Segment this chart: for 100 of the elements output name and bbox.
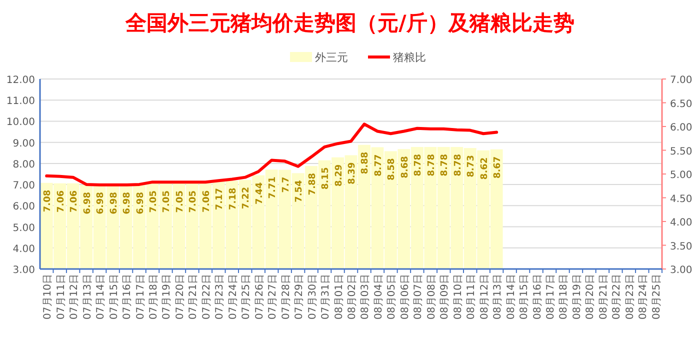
x-tick-label: 07月26日 (254, 274, 266, 320)
y-tick-label: 9.00 (12, 138, 35, 150)
x-tick-label: 08月24日 (638, 274, 650, 320)
y2-tick-label: 5.50 (670, 146, 692, 158)
x-tick-label: 07月10日 (42, 274, 54, 320)
x-tick-label: 07月30日 (307, 274, 318, 320)
data-label: 8.68 (400, 156, 410, 178)
y2-tick-label: 3.50 (670, 241, 692, 252)
data-label: 6.98 (109, 192, 120, 214)
y2-tick-label: 3.00 (670, 265, 692, 276)
data-label: 7.06 (70, 190, 80, 213)
x-tick-label: 07月13日 (82, 274, 94, 320)
x-tick-label: 08月22日 (612, 274, 623, 320)
x-tick-label: 08月01日 (334, 274, 345, 320)
y-tick-label: 11.00 (6, 96, 35, 108)
y-tick-label: 12.00 (6, 75, 35, 86)
legend-label: 外三元 (315, 51, 348, 64)
data-label: 7.08 (43, 190, 54, 212)
y-tick-label: 10.00 (6, 117, 35, 128)
x-tick-label: 07月15日 (108, 274, 120, 320)
y-tick-label: 5.00 (12, 222, 35, 234)
y2-tick-label: 6.50 (670, 98, 692, 110)
x-tick-label: 07月18日 (148, 274, 160, 320)
data-label: 7.05 (162, 190, 172, 213)
data-label: 6.98 (82, 192, 93, 214)
y2-tick-label: 6.00 (670, 122, 692, 134)
data-label: 8.39 (348, 162, 358, 184)
x-tick-label: 08月04日 (373, 274, 384, 320)
x-tick-label: 08月05日 (386, 274, 398, 320)
x-tick-label: 07月29日 (294, 274, 306, 320)
x-tick-label: 07月31日 (320, 274, 332, 320)
data-label: 8.73 (466, 155, 477, 178)
x-tick-label: 08月18日 (558, 274, 570, 320)
y-tick-label: 8.00 (12, 159, 35, 170)
data-label: 8.77 (374, 154, 384, 176)
data-label: 8.62 (480, 157, 490, 180)
x-tick-label: 08月21日 (598, 274, 610, 320)
x-tick-label: 07月25日 (241, 274, 252, 320)
x-tick-label: 07月23日 (214, 274, 226, 320)
x-tick-label: 08月20日 (585, 274, 596, 320)
x-tick-label: 07月16日 (122, 274, 134, 320)
data-label: 7.18 (228, 188, 238, 210)
x-tick-label: 07月21日 (188, 274, 200, 320)
x-tick-label: 08月14日 (506, 274, 517, 320)
chart-title: 全国外三元猪均价走势图（元/斤）及猪粮比走势 (124, 11, 574, 35)
x-tick-label: 08月03日 (360, 274, 372, 320)
data-label: 8.58 (387, 158, 398, 180)
data-label: 7.54 (294, 180, 305, 202)
y2-tick-label: 4.00 (670, 218, 692, 228)
x-tick-label: 08月25日 (651, 274, 662, 320)
y2-tick-label: 4.50 (670, 194, 692, 205)
data-label: 7.06 (202, 190, 212, 213)
data-label: 6.98 (122, 192, 133, 214)
y-tick-label: 7.00 (12, 180, 35, 192)
x-tick-label: 08月17日 (546, 274, 557, 320)
x-tick-label: 08月02日 (347, 274, 358, 320)
x-tick-label: 07月27日 (268, 274, 279, 320)
x-tick-label: 07月19日 (162, 274, 173, 320)
y2-tick-label: 5.00 (670, 170, 692, 181)
x-tick-label: 08月12日 (479, 274, 490, 320)
data-label: 6.98 (136, 192, 146, 214)
x-tick-label: 07月24日 (228, 274, 239, 320)
x-tick-label: 08月09日 (440, 274, 451, 320)
y2-tick-label: 7.00 (670, 75, 692, 86)
data-label: 8.29 (334, 164, 344, 187)
data-label: 6.98 (96, 192, 106, 214)
data-label: 7.22 (242, 186, 252, 210)
y-tick-label: 6.00 (12, 202, 35, 213)
x-tick-label: 07月28日 (280, 274, 292, 320)
x-tick-label: 08月15日 (519, 274, 530, 320)
data-label: 8.88 (360, 152, 371, 174)
x-tick-label: 08月10日 (452, 274, 464, 320)
data-label: 7.17 (215, 188, 226, 210)
legend-label: 猪粮比 (393, 51, 426, 64)
data-label: 7.88 (308, 172, 318, 196)
x-tick-label: 07月14日 (96, 274, 107, 320)
y-tick-label: 4.00 (12, 244, 35, 255)
x-tick-label: 07月12日 (69, 274, 80, 320)
data-label: 7.06 (56, 190, 66, 213)
x-tick-label: 08月06日 (400, 274, 411, 320)
data-label: 8.78 (414, 154, 424, 176)
data-label: 8.15 (321, 167, 332, 190)
x-tick-label: 08月11日 (466, 274, 478, 320)
data-label: 7.7 (281, 176, 292, 193)
x-tick-label: 07月22日 (201, 274, 212, 320)
data-label: 7.05 (188, 190, 199, 213)
x-tick-label: 08月23日 (624, 274, 636, 320)
x-tick-label: 07月20日 (174, 274, 186, 320)
data-label: 7.05 (175, 190, 186, 213)
x-tick-label: 08月19日 (572, 274, 583, 320)
x-tick-label: 07月17日 (135, 274, 146, 320)
data-label: 7.05 (148, 190, 159, 213)
data-label: 8.78 (426, 154, 437, 176)
data-label: 7.44 (254, 182, 265, 204)
y-tick-label: 3.00 (12, 265, 35, 276)
data-label: 8.67 (493, 156, 504, 179)
x-tick-label: 07月11日 (56, 274, 67, 320)
x-tick-label: 08月13日 (492, 274, 504, 320)
data-label: 8.78 (440, 154, 450, 176)
x-tick-label: 08月08日 (426, 274, 438, 320)
